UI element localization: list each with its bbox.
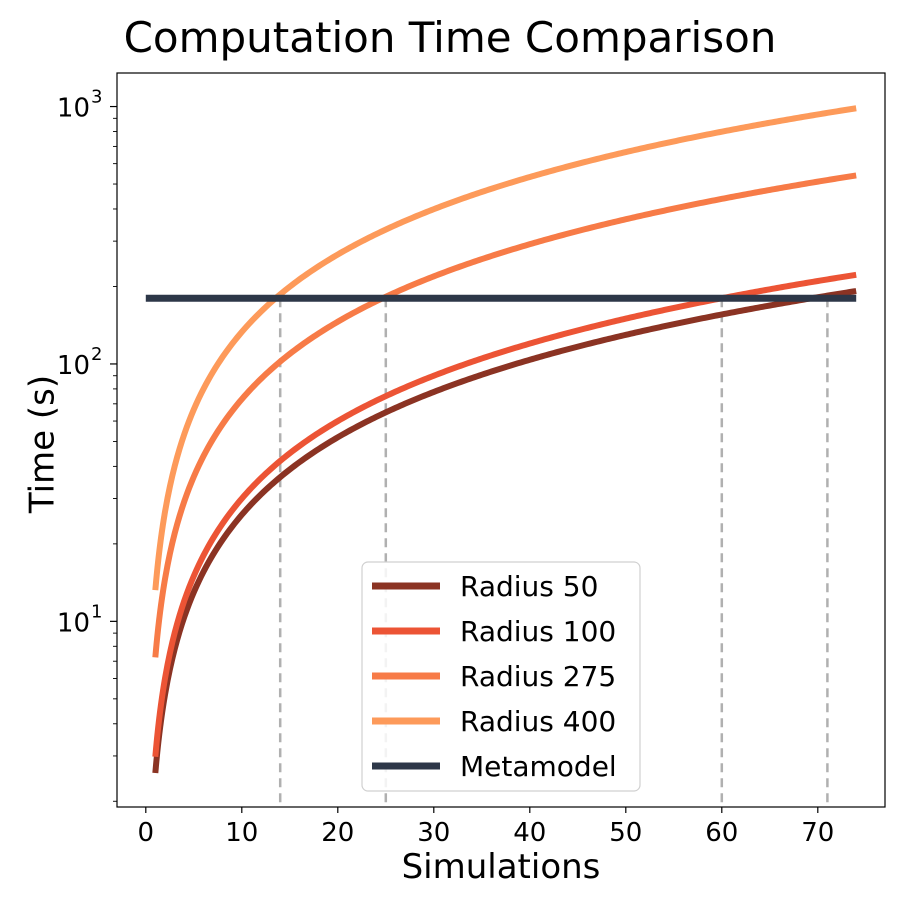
x-tick-label: 30: [417, 818, 450, 848]
series-line-radius-50: [152, 288, 857, 774]
legend-label: Radius 100: [460, 615, 616, 648]
legend-box: [361, 561, 641, 792]
x-tick-label: 70: [801, 818, 834, 848]
y-axis-title: Time (s): [23, 375, 63, 514]
y-tick-label: 10: [57, 94, 90, 124]
legend-label: Radius 275: [460, 660, 616, 693]
x-axis-title: Simulations: [402, 847, 601, 887]
x-tick-label: 0: [138, 818, 155, 848]
legend-label: Radius 50: [460, 570, 598, 603]
x-tick-label: 60: [705, 818, 738, 848]
x-tick-label: 50: [609, 818, 642, 848]
series-line-radius-275: [152, 172, 857, 659]
y-tick-exponent: 3: [91, 87, 102, 108]
series-line-radius-400: [152, 105, 857, 591]
y-tick-label: 10: [57, 351, 90, 381]
legend: Radius 50 Radius 100 Radius 275 Radius 400 M…: [361, 561, 641, 792]
legend-label: Radius 400: [460, 705, 616, 738]
plot-area: [145, 105, 857, 807]
y-tick-exponent: 2: [91, 344, 102, 365]
legend-label: Metamodel: [460, 750, 617, 783]
chart-title: Computation Time Comparison: [124, 13, 777, 62]
y-tick-label: 10: [57, 608, 90, 638]
x-tick-label: 40: [513, 818, 546, 848]
plot-frame: [116, 72, 886, 808]
x-tick-label: 10: [225, 818, 258, 848]
y-tick-exponent: 1: [91, 601, 102, 622]
x-tick-label: 20: [321, 818, 354, 848]
